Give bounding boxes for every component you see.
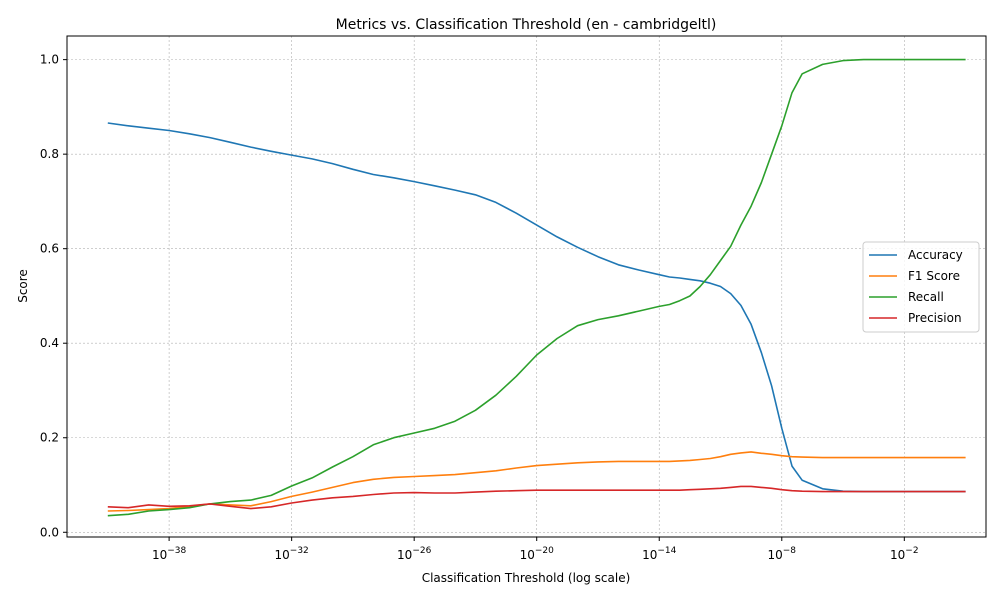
x-axis-label: Classification Threshold (log scale)	[422, 571, 631, 585]
y-axis-ticks: 0.0 0.2 0.4 0.6 0.8 1.0	[40, 53, 67, 539]
legend-label-f1-score: F1 Score	[908, 269, 960, 283]
legend-box	[862, 241, 980, 333]
y-tick-label: 1.0	[40, 53, 59, 67]
legend-label-precision: Precision	[908, 311, 962, 325]
plot-area-background	[67, 36, 986, 537]
x-tick-label: 10−8	[767, 546, 796, 562]
x-tick-label: 10−14	[642, 546, 677, 562]
chart-title: Metrics vs. Classification Threshold (en…	[336, 17, 717, 33]
y-axis-label: Score	[16, 269, 30, 303]
series-line-accuracy	[107, 122, 966, 493]
y-tick-label: 0.6	[40, 242, 59, 256]
x-axis-ticks: 10−38 10−32 10−26 10−20 10−14 10−8 10−2	[152, 537, 919, 562]
series-line-recall	[107, 58, 966, 517]
series-line-precision	[107, 485, 966, 510]
x-tick-label: 10−20	[520, 546, 555, 562]
x-tick-label: 10−38	[152, 546, 187, 562]
x-tick-label: 10−26	[397, 546, 432, 562]
series-line-f1-score	[107, 451, 966, 512]
y-tick-label: 0.4	[40, 336, 59, 350]
y-tick-label: 0.2	[40, 431, 59, 445]
x-tick-label: 10−2	[890, 546, 919, 562]
legend-label-accuracy: Accuracy	[908, 248, 963, 262]
legend: Accuracy F1 Score Recall Precision	[862, 241, 980, 333]
legend-label-recall: Recall	[908, 290, 944, 304]
y-tick-label: 0.0	[40, 525, 59, 539]
x-tick-label: 10−32	[275, 546, 309, 562]
grid-lines	[67, 36, 986, 537]
y-tick-label: 0.8	[40, 147, 59, 161]
series-lines	[107, 58, 966, 517]
plot-frame	[66, 35, 987, 538]
